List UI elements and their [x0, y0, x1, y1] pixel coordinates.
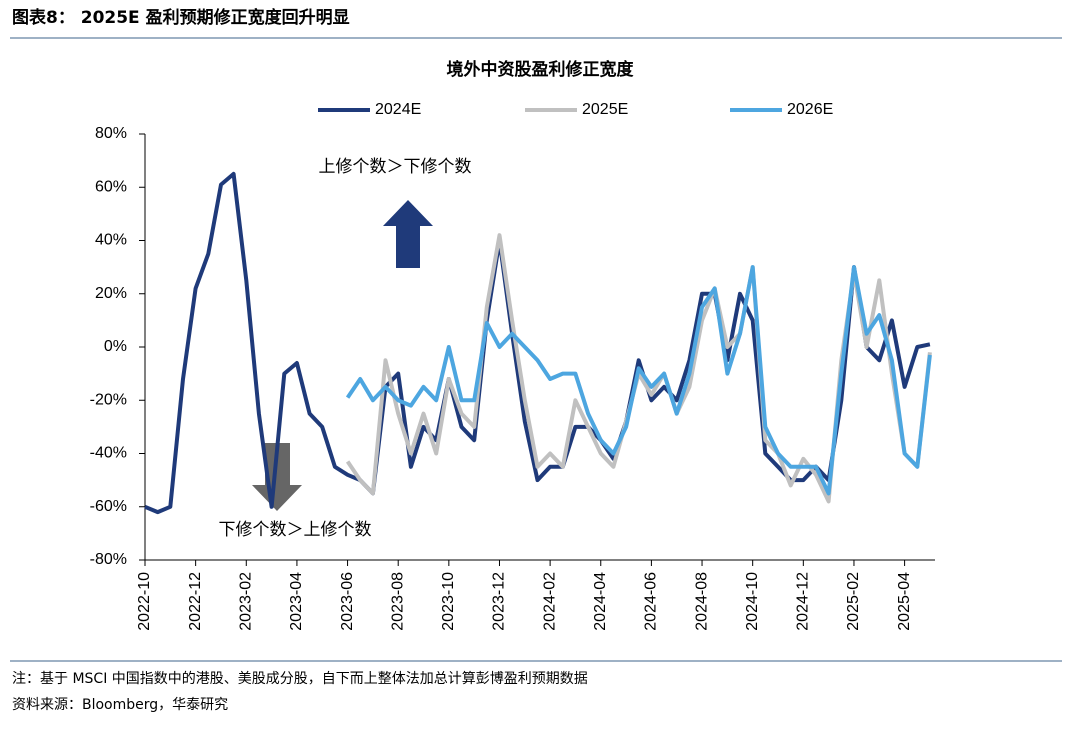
x-tick-label: 2024-04	[592, 572, 609, 631]
down-arrow	[252, 443, 302, 511]
x-tick-label: 2024-10	[744, 572, 761, 631]
annotation: 下修个数＞上修个数	[219, 520, 372, 540]
x-tick-label: 2025-02	[845, 572, 862, 631]
x-tick-label: 2023-02	[237, 572, 254, 631]
x-tick-label: 2022-12	[187, 572, 204, 631]
annotation: 上修个数＞下修个数	[319, 157, 472, 177]
y-tick-label: -80%	[90, 551, 127, 568]
header-title: 图表8： 2025E 盈利预期修正宽度回升明显	[12, 7, 350, 28]
x-tick-label: 2023-10	[440, 572, 457, 631]
x-tick-label: 2023-04	[288, 572, 305, 631]
y-tick-label: 80%	[95, 125, 127, 142]
x-tick-label: 2022-10	[136, 572, 153, 631]
x-tick-label: 2024-06	[643, 572, 660, 631]
x-tick-label: 2024-08	[693, 572, 710, 631]
plot: -80% -60% -40% -20% 0% 20% 40% 60% 80% 2022-10 202…	[90, 101, 935, 631]
line-series	[144, 171, 931, 515]
x-tick-label: 2023-06	[339, 572, 356, 631]
legend-label: 2024E	[375, 101, 421, 118]
y-tick-label: -20%	[90, 391, 127, 408]
x-tick-label: 2023-12	[491, 572, 508, 631]
up-arrow	[383, 200, 433, 268]
y-tick-label: -40%	[90, 445, 127, 462]
chart-title: 境外中资股盈利修正宽度	[447, 59, 635, 80]
y-tick-label: 20%	[95, 285, 127, 302]
source: 资料来源：Bloomberg，华泰研究	[12, 697, 228, 713]
y-tick-label: 60%	[95, 178, 127, 195]
legend-label: 2025E	[582, 101, 628, 118]
y-tick-label: 0%	[104, 338, 127, 355]
line-series	[345, 265, 932, 496]
footnote: 注：基于 MSCI 中国指数中的港股、美股成分股，自下而上整体法加总计算彭博盈利…	[12, 670, 588, 687]
x-tick-label: 2023-08	[389, 572, 406, 631]
y-tick-label: 40%	[95, 232, 127, 249]
x-tick-label: 2024-02	[541, 572, 558, 631]
x-tick-label: 2024-12	[795, 572, 812, 631]
x-tick-label: 2025-04	[896, 572, 913, 631]
y-tick-label: -60%	[90, 498, 127, 515]
legend-label: 2026E	[787, 101, 833, 118]
